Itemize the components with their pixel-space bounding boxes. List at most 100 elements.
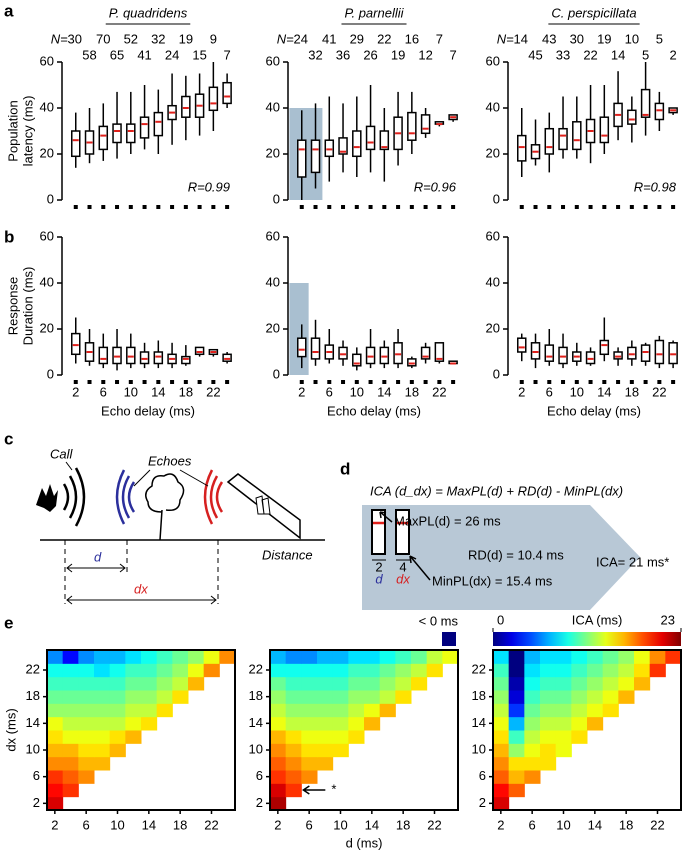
x-tick xyxy=(142,205,147,209)
heatmap-cell xyxy=(203,650,220,664)
heatmap-cell xyxy=(618,690,635,704)
box xyxy=(393,342,403,365)
x-tick xyxy=(423,380,428,384)
heatmap-cell xyxy=(47,743,64,758)
heatmap-cell xyxy=(571,650,588,664)
heatmap-cell xyxy=(78,756,95,771)
heatmap-cell xyxy=(524,770,541,784)
x-tick xyxy=(299,380,304,384)
under-label: < 0 ms xyxy=(419,613,459,628)
delay-label: 4 xyxy=(399,559,406,574)
y-tick-label: 18 xyxy=(26,688,40,703)
heatmap-cell xyxy=(426,650,443,664)
rd: RD(d) = 10.4 ms xyxy=(468,547,564,562)
heatmap-cell xyxy=(364,663,381,678)
x-tick xyxy=(87,205,92,209)
arrow xyxy=(66,563,126,573)
x-tick-label: 2 xyxy=(298,384,305,399)
heatmap-cell xyxy=(62,703,79,718)
x-tick xyxy=(101,380,106,384)
y-tick-label: 20 xyxy=(486,320,500,335)
heatmap-cell xyxy=(317,703,334,718)
heatmap-cell xyxy=(188,650,205,664)
heatmap-cell xyxy=(47,663,64,678)
heatmap-cell xyxy=(587,650,604,664)
heatmap-cell xyxy=(524,756,541,771)
x-tick xyxy=(197,205,202,209)
heatmap-cell xyxy=(364,716,381,731)
x-tick xyxy=(574,205,579,209)
n-value: 24 xyxy=(294,31,308,46)
x-tick-label: 2 xyxy=(518,384,525,399)
x-tick-label: 14 xyxy=(597,384,611,399)
heatmap-cell xyxy=(634,663,651,678)
heatmap-cell xyxy=(332,730,349,744)
heatmap-cell xyxy=(571,676,588,691)
heatmap-cell xyxy=(555,730,572,744)
x-tick-label: 22 xyxy=(204,817,218,832)
x-tick xyxy=(128,380,133,384)
box xyxy=(558,127,568,151)
heatmap-cell xyxy=(540,676,557,691)
n-value: 22 xyxy=(583,47,597,62)
heatmap-cell xyxy=(141,716,158,731)
heatmap-cell xyxy=(47,650,64,664)
x-tick-label: 14 xyxy=(142,817,156,832)
heatmap-cell xyxy=(109,663,126,678)
heatmap-cell xyxy=(301,716,318,731)
n-value: 52 xyxy=(124,31,138,46)
heatmap-cell xyxy=(62,690,79,704)
y-tick-label: 20 xyxy=(486,145,500,160)
x-tick xyxy=(561,380,566,384)
x-tick xyxy=(629,205,634,209)
panel-label: d xyxy=(340,459,350,478)
plot-frame xyxy=(269,649,459,811)
y-tick-label: 40 xyxy=(40,99,54,114)
heatmap-cell xyxy=(493,730,510,744)
heatmap-cell xyxy=(285,783,302,798)
heatmap-cell xyxy=(285,676,302,691)
box xyxy=(379,346,390,365)
heatmap-cell xyxy=(317,663,334,678)
heatmap-cell xyxy=(411,650,428,664)
box xyxy=(139,116,150,139)
colorbar xyxy=(493,632,681,646)
heatmap-cell xyxy=(94,663,111,678)
x-tick xyxy=(451,205,456,209)
n-value: 7 xyxy=(436,31,443,46)
heatmap-cell xyxy=(348,716,365,731)
x-tick-label: 6 xyxy=(83,817,90,832)
y-tick-label: 14 xyxy=(472,715,486,730)
heatmap-cell xyxy=(493,663,510,678)
x-tick xyxy=(396,380,401,384)
box xyxy=(297,337,307,358)
heatmap-cell xyxy=(508,690,525,704)
x-tick xyxy=(341,205,346,209)
y-tick-label: 60 xyxy=(40,228,54,243)
heatmap-cell xyxy=(94,716,111,731)
heatmap-cell xyxy=(649,663,666,678)
box xyxy=(517,337,527,353)
panel-label: b xyxy=(4,227,14,246)
heatmap-cell xyxy=(379,650,396,664)
box xyxy=(310,139,321,174)
x-tick xyxy=(183,205,188,209)
d-label: d xyxy=(375,571,383,586)
d-label: d xyxy=(94,549,102,564)
heatmap-cell xyxy=(348,703,365,718)
heatmap-cell xyxy=(270,783,287,798)
heatmap-cell xyxy=(508,730,525,744)
box xyxy=(599,116,610,144)
heatmap-cell xyxy=(493,770,510,784)
heatmap-cell xyxy=(156,663,173,678)
heatmap-cell xyxy=(508,703,525,718)
heatmap-cell xyxy=(587,690,604,704)
heatmap-cell xyxy=(141,690,158,704)
n-value: 10 xyxy=(625,31,639,46)
box xyxy=(420,346,431,360)
x-tick xyxy=(211,205,216,209)
x-tick xyxy=(561,205,566,209)
heatmap-cell xyxy=(94,756,111,771)
n-value: 19 xyxy=(391,47,405,62)
x-tick xyxy=(451,380,456,384)
